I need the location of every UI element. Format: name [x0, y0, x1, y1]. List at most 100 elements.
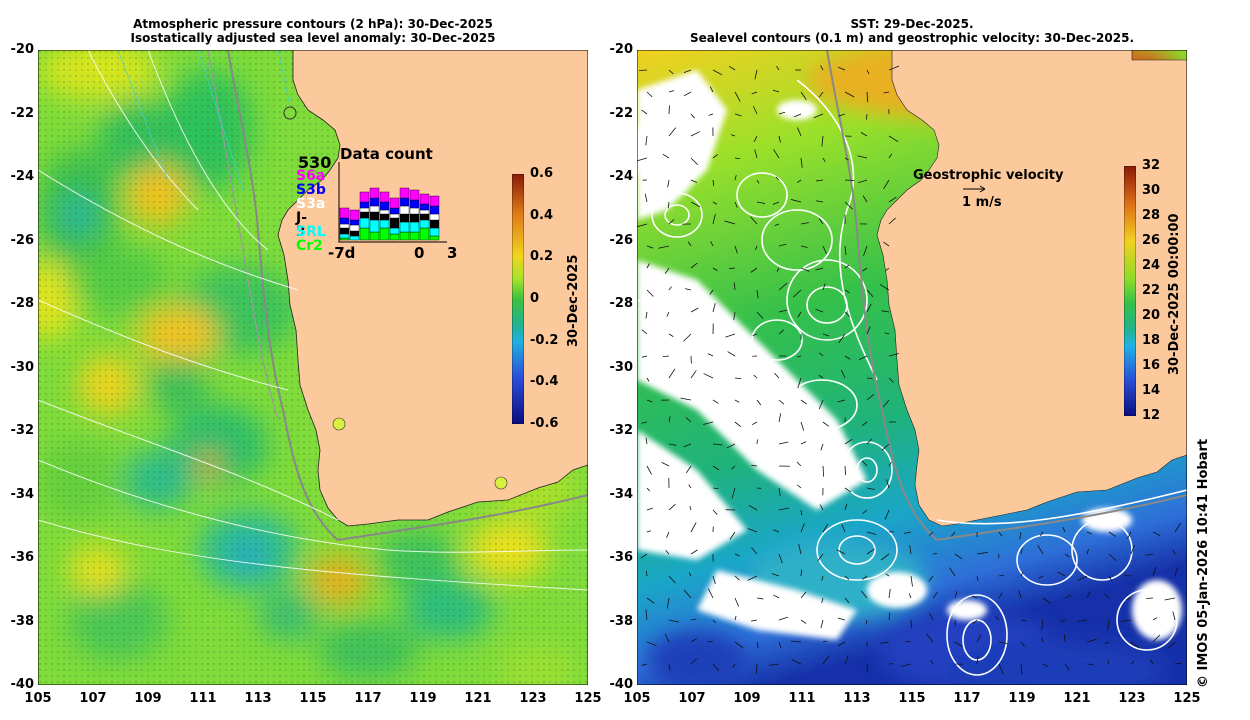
- velocity-arrow: [860, 132, 868, 137]
- velocity-arrow: [683, 91, 692, 97]
- velocity-arrow: [862, 509, 868, 515]
- colorbar-tick: 22: [1142, 283, 1161, 298]
- velocity-arrow: [844, 487, 852, 493]
- velocity-arrow: [748, 504, 758, 511]
- velocity-arrow: [1018, 590, 1022, 599]
- velocity-arrow: [751, 464, 758, 467]
- velocity-arrow: [712, 663, 720, 672]
- velocity-arrow: [646, 487, 651, 492]
- velocity-arrow: [640, 553, 648, 559]
- y-tick: -38: [10, 613, 35, 629]
- velocity-arrow: [668, 663, 671, 671]
- velocity-arrow: [664, 267, 670, 274]
- colorbar-tick: 12: [1142, 408, 1161, 423]
- velocity-arrow: [727, 351, 736, 357]
- y-tick: -26: [10, 232, 35, 248]
- velocity-arrow: [756, 201, 766, 204]
- velocity-arrow: [756, 179, 760, 184]
- velocity-arrow: [861, 421, 868, 426]
- velocity-arrow: [707, 640, 714, 643]
- velocity-arrow: [1041, 619, 1044, 631]
- data-count-bar-segment: [429, 235, 440, 241]
- velocity-arrow: [1152, 634, 1161, 643]
- right-colorbar: [1124, 166, 1136, 416]
- velocity-arrow: [703, 373, 714, 379]
- sealevel-contours: [637, 79, 1187, 676]
- velocity-arrow: [998, 531, 1003, 537]
- velocity-arrow: [1108, 531, 1116, 537]
- x-tick: 107: [678, 691, 706, 706]
- x-tick: 111: [788, 691, 816, 706]
- velocity-arrow: [822, 655, 830, 665]
- velocity-arrow: [734, 553, 740, 557]
- velocity-arrow: [929, 612, 934, 621]
- colorbar-tick: 16: [1142, 358, 1161, 373]
- velocity-arrow: [775, 176, 780, 181]
- velocity-arrow: [778, 441, 789, 445]
- velocity-arrow: [734, 113, 742, 117]
- velocity-arrow: [866, 91, 869, 103]
- velocity-arrow: [800, 523, 805, 533]
- data-count-bar-segment: [419, 209, 430, 215]
- velocity-arrow: [734, 421, 742, 427]
- y-tick: -36: [609, 550, 634, 565]
- velocity-arrow: [756, 597, 764, 600]
- velocity-arrow: [888, 377, 894, 383]
- velocity-arrow: [800, 399, 807, 405]
- velocity-arrow: [815, 308, 824, 313]
- velocity-arrow: [712, 179, 715, 187]
- velocity-arrow: [793, 113, 802, 118]
- velocity-arrow: [1164, 597, 1176, 601]
- velocity-arrow: [800, 421, 805, 431]
- data-count-bar-segment: [419, 213, 430, 221]
- velocity-arrow: [818, 218, 824, 225]
- colorbar-tick: 24: [1142, 258, 1161, 273]
- right-map[interactable]: [637, 50, 1187, 685]
- velocity-arrow: [800, 157, 803, 168]
- velocity-arrow: [646, 507, 653, 511]
- data-count-bar-segment: [379, 227, 390, 241]
- velocity-arrow: [800, 591, 807, 599]
- velocity-arrow: [712, 303, 716, 313]
- velocity-arrow: [1104, 593, 1110, 599]
- velocity-arrow: [949, 567, 956, 577]
- velocity-arrow: [1152, 567, 1157, 577]
- velocity-arrow: [747, 528, 758, 533]
- velocity-arrow: [930, 659, 934, 665]
- velocity-arrow: [756, 289, 759, 299]
- data-count-bar-segment: [389, 233, 400, 241]
- velocity-arrow: [800, 441, 807, 445]
- velocity-arrow: [730, 134, 736, 137]
- colorbar-tick: -0.2: [530, 332, 559, 348]
- data-count-bar-segment: [409, 199, 420, 209]
- velocity-arrow: [756, 311, 764, 319]
- velocity-arrow: [884, 332, 890, 335]
- velocity-arrow: [844, 503, 848, 511]
- velocity-arrow: [844, 245, 847, 256]
- velocity-arrow: [1149, 659, 1154, 665]
- data-count-bar-segment: [409, 221, 420, 233]
- velocity-arrow: [976, 655, 979, 665]
- velocity-arrow: [1042, 663, 1049, 667]
- velocity-arrow: [773, 529, 780, 533]
- velocity-arrow: [668, 443, 677, 446]
- velocity-arrow: [792, 289, 802, 298]
- velocity-arrow: [816, 200, 824, 203]
- velocity-arrow: [1064, 553, 1070, 558]
- velocity-arrow: [866, 531, 877, 535]
- velocity-arrow: [821, 597, 824, 604]
- data-count-bar-segment: [339, 237, 350, 241]
- left-map[interactable]: [38, 50, 588, 685]
- velocity-arrow: [865, 619, 868, 625]
- y-tick: -24: [10, 169, 35, 184]
- y-tick: -30: [609, 359, 634, 375]
- velocity-arrow: [709, 86, 714, 93]
- velocity-arrow: [778, 413, 782, 423]
- velocity-arrow: [1062, 527, 1066, 533]
- y-tick: -36: [10, 550, 35, 565]
- velocity-arrow: [754, 245, 758, 250]
- velocity-arrow: [1130, 660, 1135, 665]
- velocity-arrow: [756, 641, 759, 649]
- velocity-arrow: [1167, 641, 1176, 649]
- velocity-arrow: [1086, 549, 1089, 555]
